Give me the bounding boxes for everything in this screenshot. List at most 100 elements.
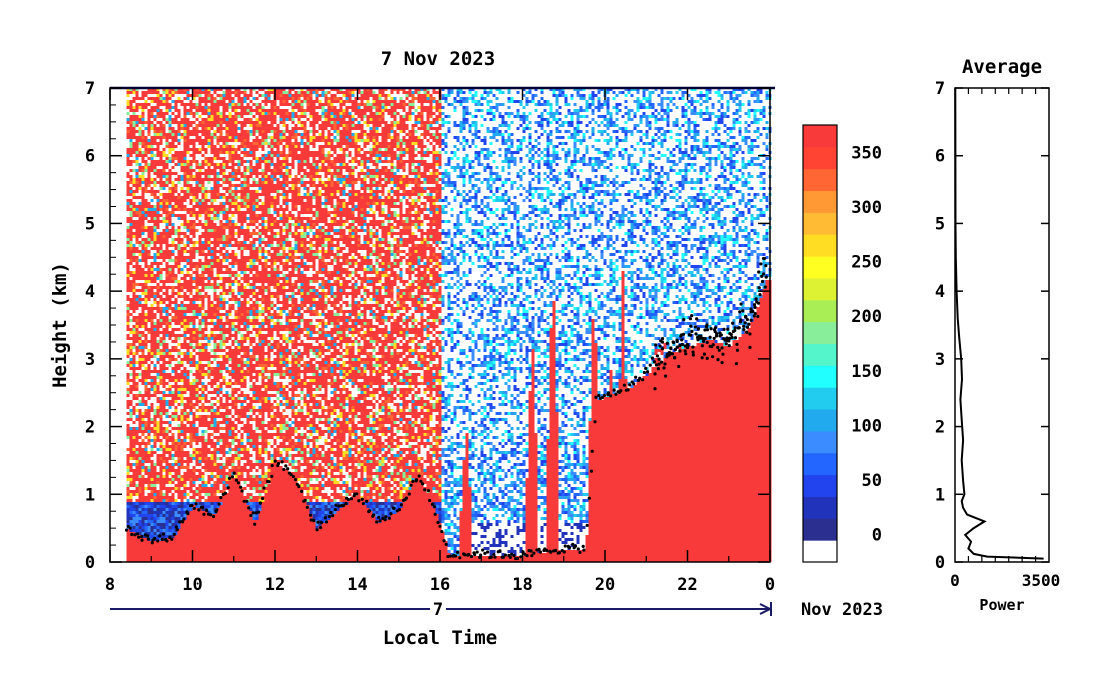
heatmap-cell: [238, 517, 241, 520]
heatmap-cell: [244, 169, 247, 172]
heatmap-cell: [214, 184, 217, 187]
heatmap-cell: [199, 487, 202, 490]
heatmap-cell: [235, 301, 238, 304]
heatmap-cell: [190, 370, 193, 373]
heatmap-cell: [229, 160, 232, 163]
heatmap-cell: [229, 112, 232, 115]
heatmap-cell: [217, 526, 220, 529]
heatmap-cell: [148, 145, 151, 148]
heatmap-cell: [199, 529, 202, 532]
heatmap-cell: [157, 121, 160, 124]
heatmap-cell: [238, 280, 241, 283]
heatmap-cell: [127, 484, 130, 487]
heatmap-cell: [130, 349, 133, 352]
heatmap-cell: [223, 496, 226, 499]
heatmap-cell: [235, 187, 238, 190]
heatmap-cell: [211, 304, 214, 307]
heatmap-cell: [142, 244, 145, 247]
heatmap-cell: [148, 313, 151, 316]
heatmap-cell: [166, 307, 169, 310]
heatmap-cell: [130, 286, 133, 289]
heatmap-cell: [187, 112, 190, 115]
heatmap-cell: [220, 481, 223, 484]
heatmap-cell: [199, 373, 202, 376]
heatmap-cell: [232, 328, 235, 331]
heatmap-cell: [184, 337, 187, 340]
heatmap-cell: [172, 319, 175, 322]
heatmap-cell: [169, 103, 172, 106]
heatmap-cell: [196, 478, 199, 481]
heatmap-cell: [151, 388, 154, 391]
heatmap-cell: [202, 112, 205, 115]
heatmap-cell: [244, 196, 247, 199]
heatmap-cell: [196, 460, 199, 463]
heatmap-cell: [130, 118, 133, 121]
heatmap-cell: [169, 487, 172, 490]
heatmap-cell: [208, 493, 211, 496]
heatmap-cell: [127, 247, 130, 250]
heatmap-cell: [148, 307, 151, 310]
heatmap-cell: [238, 274, 241, 277]
heatmap-cell: [190, 232, 193, 235]
heatmap-cell: [181, 409, 184, 412]
heatmap-cell: [139, 394, 142, 397]
heatmap-cell: [133, 334, 136, 337]
heatmap-cell: [163, 511, 166, 514]
heatmap-cell: [187, 256, 190, 259]
heatmap-cell: [133, 151, 136, 154]
heatmap-cell: [229, 268, 232, 271]
heatmap-cell: [238, 265, 241, 268]
heatmap-cell: [127, 394, 130, 397]
heatmap-cell: [130, 346, 133, 349]
heatmap-cell: [142, 196, 145, 199]
heatmap-cell: [193, 454, 196, 457]
heatmap-cell: [172, 553, 175, 556]
heatmap-cell: [181, 289, 184, 292]
heatmap-cell: [187, 520, 190, 523]
heatmap-cell: [181, 412, 184, 415]
heatmap-cell: [193, 262, 196, 265]
main-plot-area: [125, 88, 772, 562]
heatmap-cell: [205, 199, 208, 202]
heatmap-cell: [223, 442, 226, 445]
heatmap-cell: [229, 499, 232, 502]
heatmap-cell: [226, 199, 229, 202]
heatmap-cell: [157, 544, 160, 547]
heatmap-cell: [220, 490, 223, 493]
heatmap-cell: [229, 394, 232, 397]
heatmap-cell: [148, 556, 151, 559]
heatmap-cell: [190, 277, 193, 280]
heatmap-cell: [139, 517, 142, 520]
heatmap-cell: [211, 199, 214, 202]
heatmap-cell: [181, 343, 184, 346]
heatmap-cell: [127, 121, 130, 124]
heatmap-cell: [166, 478, 169, 481]
heatmap-cell: [160, 121, 163, 124]
heatmap-cell: [226, 337, 229, 340]
heatmap-cell: [160, 103, 163, 106]
heatmap-cell: [238, 178, 241, 181]
heatmap-cell: [142, 181, 145, 184]
heatmap-cell: [199, 238, 202, 241]
heatmap-cell: [163, 301, 166, 304]
heatmap-cell: [241, 526, 244, 529]
heatmap-cells: [127, 88, 772, 562]
heatmap-cell: [169, 211, 172, 214]
heatmap-cell: [166, 157, 169, 160]
heatmap-cell: [184, 478, 187, 481]
heatmap-cell: [133, 181, 136, 184]
heatmap-cell: [139, 460, 142, 463]
heatmap-cell: [154, 439, 157, 442]
heatmap-cell: [220, 205, 223, 208]
heatmap-cell: [241, 97, 244, 100]
heatmap-cell: [220, 361, 223, 364]
heatmap-cell: [133, 265, 136, 268]
heatmap-cell: [175, 109, 178, 112]
heatmap-cell: [148, 370, 151, 373]
heatmap-cell: [154, 547, 157, 550]
heatmap-cell: [166, 160, 169, 163]
heatmap-cell: [166, 400, 169, 403]
heatmap-cell: [184, 130, 187, 133]
heatmap-cell: [175, 130, 178, 133]
heatmap-cell: [184, 124, 187, 127]
